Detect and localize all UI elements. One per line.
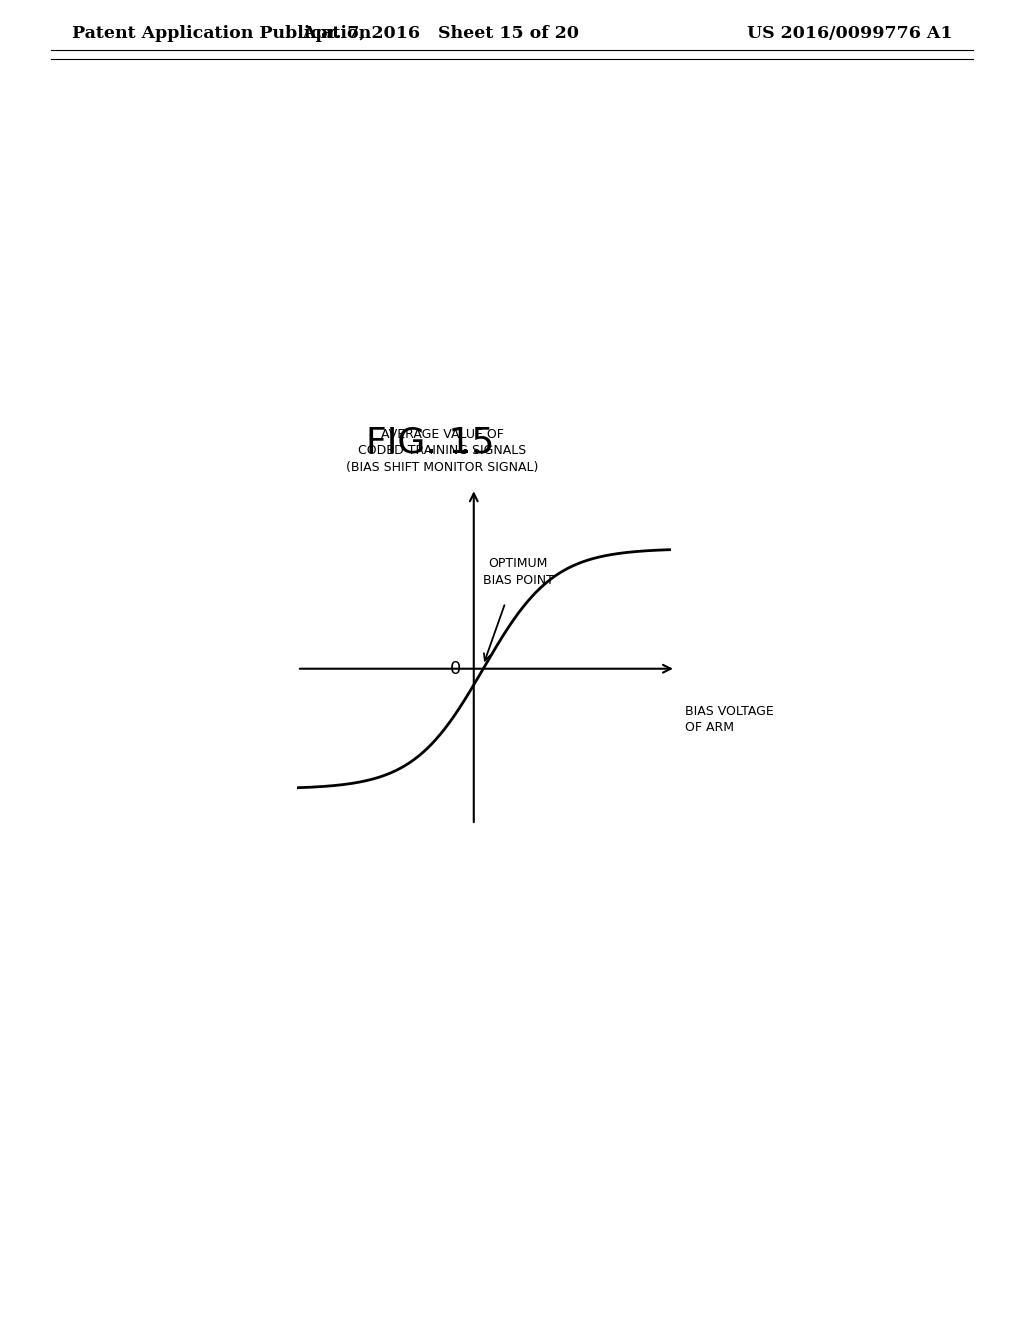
Text: AVERAGE VALUE OF
CODED TRAINING SIGNALS
(BIAS SHIFT MONITOR SIGNAL): AVERAGE VALUE OF CODED TRAINING SIGNALS …: [346, 428, 539, 474]
Text: FIG. 15: FIG. 15: [366, 425, 495, 459]
Text: Patent Application Publication: Patent Application Publication: [72, 25, 371, 41]
Text: OPTIMUM
BIAS POINT: OPTIMUM BIAS POINT: [482, 557, 553, 587]
Text: BIAS VOLTAGE
OF ARM: BIAS VOLTAGE OF ARM: [685, 705, 774, 734]
Text: US 2016/0099776 A1: US 2016/0099776 A1: [746, 25, 952, 41]
Text: Apr. 7, 2016   Sheet 15 of 20: Apr. 7, 2016 Sheet 15 of 20: [302, 25, 579, 41]
Text: 0: 0: [450, 660, 461, 677]
